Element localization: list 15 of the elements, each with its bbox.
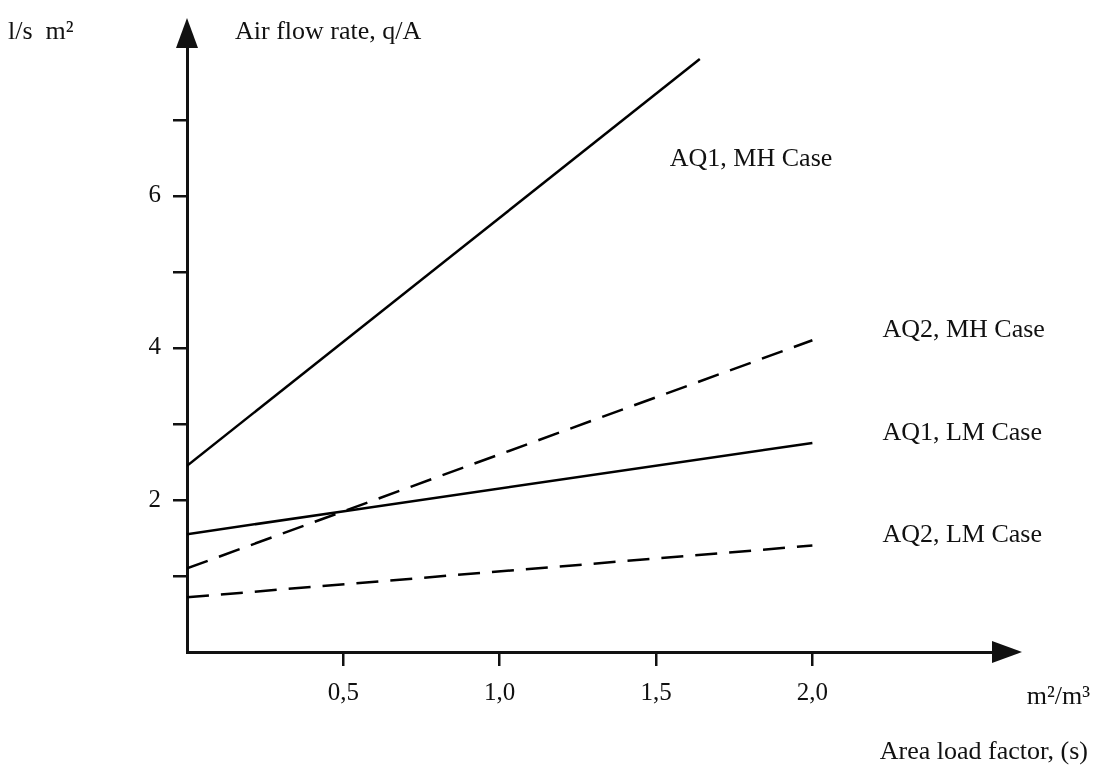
text: AQ2, LM Case: [882, 519, 1042, 549]
text: AQ2, MH Case: [882, 314, 1045, 344]
y-tick-label: 4: [148, 332, 162, 360]
series-label: AQ1, MH Case: [669, 142, 833, 172]
x-tick-label: 2,0: [796, 677, 829, 705]
y-tick-label: 2: [148, 484, 161, 512]
x-tick-label: 1,5: [640, 677, 672, 705]
x-tick-label: 1,0: [484, 677, 516, 705]
text: l/s m²: [8, 15, 74, 45]
text: m²/m³: [1026, 680, 1091, 710]
text: AQ1, LM Case: [882, 416, 1042, 446]
x-tick-label: 0,5: [327, 677, 359, 705]
y-axis-title: Air flow rate, q/A: [235, 15, 422, 45]
x-axis-title: Area load factor, (s): [879, 735, 1088, 765]
y-tick-label: 6: [148, 180, 161, 208]
